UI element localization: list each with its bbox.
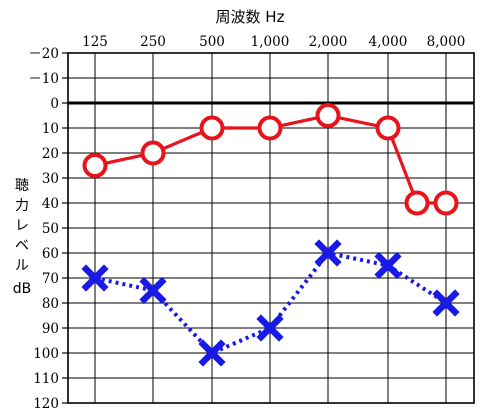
y-tick-label: 110 <box>33 371 59 387</box>
x-tick-label: 8,000 <box>427 34 466 50</box>
x-tick-label: 125 <box>82 34 108 50</box>
cross-stroke <box>81 264 109 292</box>
y-tick-label: 120 <box>33 396 59 412</box>
chart-series <box>81 103 460 367</box>
y-tick-label: 60 <box>42 246 59 262</box>
cross-stroke <box>374 251 402 280</box>
y-axis-label-char: 力 <box>15 198 29 214</box>
cross-stroke <box>256 314 284 342</box>
y-tick-label: 70 <box>42 271 59 287</box>
y-axis-label-char: 聴 <box>15 178 29 194</box>
y-tick-label: 40 <box>42 196 59 212</box>
cross-stroke <box>139 276 167 305</box>
data-point-circle <box>257 115 283 141</box>
y-tick-label: －20 <box>28 46 59 62</box>
data-point-circle <box>433 190 459 216</box>
y-tick-label: 30 <box>42 171 59 187</box>
data-point-circle <box>375 115 401 141</box>
data-point-cross <box>374 251 402 280</box>
data-point-cross <box>432 289 460 317</box>
y-tick-label: 100 <box>33 346 59 362</box>
cross-stroke <box>314 239 342 267</box>
y-tick-label: －10 <box>28 71 59 87</box>
y-axis-label-char: レ <box>15 218 29 234</box>
cross-stroke <box>198 339 226 367</box>
y-tick-label: 0 <box>50 96 59 112</box>
x-tick-label: 250 <box>140 34 166 50</box>
y-tick-label: 50 <box>42 221 59 237</box>
data-point-cross <box>139 276 167 305</box>
y-axis-label-char: ル <box>15 258 29 274</box>
y-tick-label: 20 <box>42 146 59 162</box>
y-tick-label: 90 <box>42 321 59 337</box>
data-point-circle <box>315 103 341 128</box>
data-point-circle <box>199 115 225 141</box>
y-tick-label: 10 <box>42 121 59 137</box>
y-axis-label-char: dB <box>13 281 32 297</box>
data-point-cross <box>256 314 284 342</box>
data-point-cross <box>314 239 342 267</box>
x-tick-label: 4,000 <box>369 34 408 50</box>
data-point-circle <box>404 190 430 216</box>
data-point-circle <box>140 140 166 166</box>
y-tick-label: 80 <box>42 296 59 312</box>
chart-axes: －20 －10 0 10 20 30 40 50 60 70 80 90 100 110 120 125 250… <box>28 34 465 412</box>
cross-stroke <box>432 289 460 317</box>
x-tick-label: 500 <box>199 34 225 50</box>
y-axis-label-char: ベ <box>15 238 29 254</box>
x-axis-label: 周波数 Hz <box>216 8 285 26</box>
data-point-cross <box>198 339 226 367</box>
x-tick-label: 2,000 <box>309 34 348 50</box>
data-point-cross <box>81 264 109 292</box>
x-tick-label: 1,000 <box>251 34 290 50</box>
chart-grid <box>67 52 475 404</box>
data-point-circle <box>82 153 108 178</box>
